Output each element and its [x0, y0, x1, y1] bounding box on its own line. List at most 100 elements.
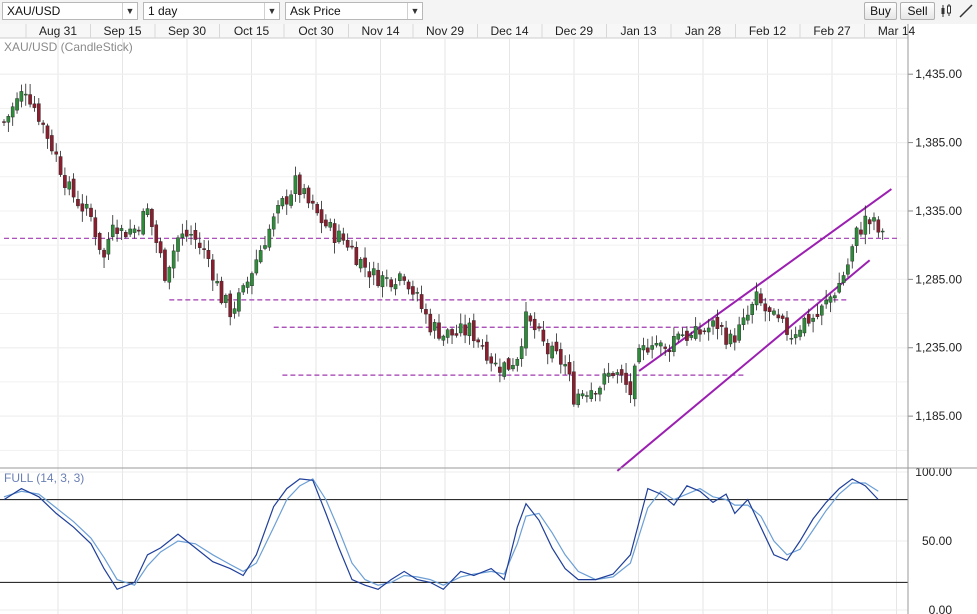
candle-body	[654, 343, 659, 346]
candle-body	[237, 292, 241, 312]
candle-body	[10, 106, 15, 118]
stochastic-title: FULL (14, 3, 3)	[4, 471, 84, 485]
candle-body	[354, 247, 359, 265]
candle-body	[345, 240, 350, 248]
candle-body	[241, 285, 246, 293]
candle-body	[715, 316, 720, 329]
candle-body	[206, 250, 211, 259]
candle-body	[150, 209, 154, 227]
candle-body	[824, 299, 828, 305]
candle-body	[485, 341, 489, 361]
candle-body	[358, 259, 363, 269]
candle-body	[702, 330, 707, 332]
candle-body	[667, 349, 672, 353]
sell-button[interactable]: Sell	[900, 2, 935, 20]
candle-body	[215, 281, 219, 284]
candle-body	[158, 241, 163, 254]
candle-body	[685, 330, 689, 341]
candle-body	[398, 273, 402, 281]
candle-body	[406, 281, 411, 290]
candle-body	[76, 199, 80, 207]
candle-body	[837, 283, 841, 293]
candle-body	[458, 323, 463, 334]
price-type-select[interactable]: Ask Price ▼	[285, 2, 423, 20]
candle-body	[772, 310, 776, 315]
candle-body	[437, 322, 441, 339]
chevron-down-icon[interactable]: ▼	[264, 3, 279, 19]
candle-body	[780, 315, 785, 319]
candle-body	[815, 313, 820, 317]
candle-body	[537, 326, 541, 329]
candle-body	[267, 228, 272, 248]
candle-body	[263, 245, 267, 249]
candle-body	[672, 336, 676, 352]
candle-body	[28, 94, 32, 105]
candle-body	[106, 238, 111, 255]
candle-body	[663, 346, 667, 349]
x-tick-label: Dec 29	[555, 24, 593, 38]
candle-body	[793, 334, 798, 339]
draw-line-icon[interactable]	[958, 2, 974, 20]
candle-body	[776, 314, 781, 319]
candlestick-chart-icon[interactable]	[939, 2, 955, 20]
candle-body	[402, 276, 407, 281]
candle-body	[311, 200, 315, 204]
timeframe-select-value: 1 day	[148, 4, 178, 18]
candle-body	[576, 393, 580, 406]
candle-body	[419, 294, 424, 309]
candle-body	[850, 246, 855, 262]
candle-body	[867, 219, 872, 225]
candle-body	[280, 198, 285, 207]
candle-body	[519, 346, 524, 359]
x-tick-label: Mar 14	[878, 24, 916, 38]
candle-body	[380, 275, 385, 288]
candle-body	[450, 329, 454, 336]
candle-body	[659, 342, 663, 347]
x-tick-label: Dec 14	[490, 24, 528, 38]
candle-body	[741, 317, 746, 325]
candle-body	[646, 347, 650, 353]
candle-body	[54, 151, 58, 155]
trend-channel-line	[616, 259, 871, 472]
candle-body	[84, 203, 89, 209]
candle-body	[67, 181, 72, 190]
candle-body	[102, 249, 106, 258]
candle-body	[641, 345, 646, 351]
candle-body	[337, 230, 341, 243]
candle-body	[298, 174, 302, 195]
x-axis-bar	[0, 24, 908, 39]
y-tick-label: 1,235.00	[915, 341, 962, 355]
buy-button[interactable]: Buy	[864, 2, 897, 20]
candle-body	[789, 338, 794, 340]
candle-body	[806, 314, 811, 324]
chevron-down-icon[interactable]: ▼	[122, 3, 137, 19]
candle-body	[811, 317, 815, 322]
candle-body	[250, 273, 254, 287]
y-tick-label: 1,385.00	[915, 136, 962, 150]
candle-body	[163, 249, 167, 281]
candle-body	[759, 293, 763, 304]
candle-body	[580, 393, 585, 397]
y-tick-label: 50.00	[922, 534, 952, 548]
candle-body	[828, 296, 833, 303]
price-chart[interactable]: Aug 31 Sep 15 Sep 30 Oct 15 Oct 30 Nov 14 Nov …	[0, 24, 977, 614]
candle-body	[258, 250, 263, 263]
price-type-select-value: Ask Price	[290, 4, 341, 18]
candle-body	[141, 211, 146, 235]
candle-body	[341, 233, 346, 241]
candle-body	[371, 268, 376, 276]
timeframe-select[interactable]: 1 day ▼	[143, 2, 280, 20]
candle-body	[45, 125, 50, 139]
candle-body	[737, 324, 741, 341]
candle-body	[532, 318, 537, 331]
x-tick-label: Jan 13	[620, 24, 656, 38]
candle-body	[798, 329, 802, 337]
symbol-select[interactable]: XAU/USD ▼	[2, 2, 138, 20]
chevron-down-icon[interactable]: ▼	[407, 3, 422, 19]
candle-body	[389, 279, 393, 288]
candle-body	[232, 308, 237, 314]
candle-body	[89, 207, 93, 217]
candle-body	[445, 329, 450, 338]
candle-body	[841, 275, 846, 284]
candle-body	[210, 259, 215, 281]
